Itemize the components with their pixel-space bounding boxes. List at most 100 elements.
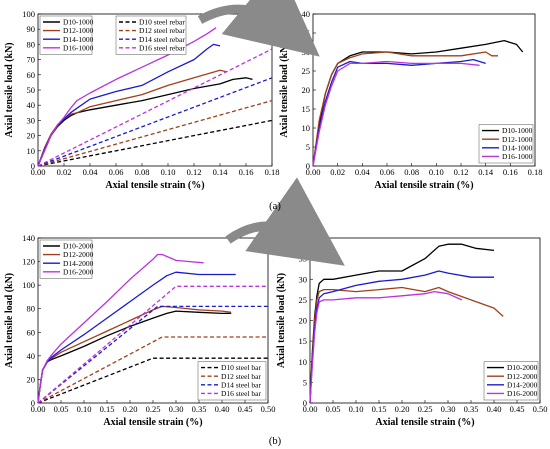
legend-entry: D14-1000 bbox=[63, 35, 94, 44]
legend-entry: D10-2000 bbox=[507, 363, 538, 372]
y-tick-label: 80 bbox=[27, 39, 36, 49]
series-line-d12-steel-bar bbox=[37, 336, 268, 404]
x-tick-label: 0.16 bbox=[503, 167, 518, 177]
series-line-d10-steel-bar bbox=[37, 357, 268, 404]
y-tick-label: 100 bbox=[22, 9, 35, 19]
x-tick-label: 0.04 bbox=[83, 167, 99, 177]
x-tick-label: 0.45 bbox=[238, 404, 253, 414]
y-axis-label: Axial tensile load (kN) bbox=[4, 42, 15, 137]
legend-entry: D16 steel bar bbox=[221, 389, 261, 398]
x-tick-label: 0.18 bbox=[265, 167, 280, 177]
x-tick-label: 0.50 bbox=[261, 404, 276, 414]
legend-entry: D16 steel rebar bbox=[139, 43, 185, 52]
x-tick-label: 0.40 bbox=[215, 404, 230, 414]
x-tick-label: 0.30 bbox=[441, 404, 456, 414]
x-tick-label: 0.35 bbox=[192, 404, 207, 414]
series-line-d10-steel-rebar bbox=[37, 119, 273, 167]
legend-entry: D10-2000 bbox=[63, 242, 94, 251]
legend-entry: D10 steel bar bbox=[221, 363, 261, 372]
series-line-d16-1000 bbox=[37, 27, 217, 167]
x-tick-label: 0.30 bbox=[169, 404, 184, 414]
y-tick-label: 15 bbox=[302, 104, 311, 114]
y-tick-label: 20 bbox=[27, 374, 36, 384]
y-tick-label: 20 bbox=[302, 85, 311, 95]
x-tick-label: 0.00 bbox=[303, 404, 318, 414]
transition-arrow-b bbox=[225, 177, 345, 266]
series-line-d12-1000 bbox=[312, 51, 498, 167]
y-tick-label: 25 bbox=[302, 66, 311, 76]
y-tick-label: 35 bbox=[299, 254, 308, 264]
x-tick-label: 0.20 bbox=[123, 404, 138, 414]
series-line-d12-1000 bbox=[37, 69, 227, 167]
y-tick-label: 30 bbox=[299, 274, 308, 284]
x-axis-label: Axial tensile strain (%) bbox=[103, 417, 202, 428]
y-tick-label: 120 bbox=[22, 257, 35, 267]
x-tick-label: 0.40 bbox=[487, 404, 502, 414]
legend-entry: D14 steel rebar bbox=[139, 35, 185, 44]
legend-entry: D14-1000 bbox=[502, 143, 533, 152]
y-axis-label: Axial tensile load (kN) bbox=[279, 42, 290, 137]
x-tick-label: 0.08 bbox=[404, 167, 419, 177]
series-line-d14-steel-rebar bbox=[37, 77, 273, 167]
x-tick-label: 0.12 bbox=[187, 167, 202, 177]
series-line-d10-1000 bbox=[37, 77, 253, 167]
x-tick-label: 0.04 bbox=[355, 167, 371, 177]
legend-entry: D12-1000 bbox=[63, 26, 94, 35]
y-tick-label: 40 bbox=[302, 9, 311, 19]
legend-entry: D10 steel rebar bbox=[139, 18, 185, 27]
series-line-d16-2000 bbox=[309, 290, 463, 404]
y-tick-label: 140 bbox=[22, 233, 35, 243]
x-tick-label: 0.18 bbox=[528, 167, 543, 177]
y-tick-label: 60 bbox=[27, 327, 36, 337]
legend-entry: D10-1000 bbox=[63, 18, 94, 27]
legend-entry: D16-1000 bbox=[502, 152, 533, 161]
y-tick-label: 0 bbox=[306, 161, 310, 171]
series-line-d14-2000 bbox=[309, 270, 494, 404]
y-axis-label: Axial tensile load (kN) bbox=[4, 273, 15, 368]
x-tick-label: 0.10 bbox=[349, 404, 364, 414]
x-tick-label: 0.50 bbox=[533, 404, 548, 414]
y-tick-label: 5 bbox=[303, 377, 307, 387]
y-tick-label: 5 bbox=[306, 142, 310, 152]
x-tick-label: 0.14 bbox=[213, 167, 229, 177]
series-line-d10-2000 bbox=[309, 243, 495, 404]
legend-entry: D14 steel bar bbox=[221, 380, 261, 389]
x-tick-label: 0.12 bbox=[454, 167, 469, 177]
legend-entry: D16-2000 bbox=[63, 267, 94, 276]
legend-entry: D12 steel rebar bbox=[139, 26, 185, 35]
legend-entry: D14-2000 bbox=[507, 380, 538, 389]
y-tick-label: 40 bbox=[27, 351, 36, 361]
legend-entry: D14-2000 bbox=[63, 259, 94, 268]
x-tick-label: 0.05 bbox=[326, 404, 341, 414]
y-tick-label: 35 bbox=[302, 28, 311, 38]
y-tick-label: 30 bbox=[27, 115, 36, 125]
y-tick-label: 80 bbox=[27, 304, 36, 314]
chart-a-left: 0.00 0.02 0.04 0.06 0.08 0.10 0.12 0.14 0.16 0.18… bbox=[4, 9, 279, 191]
y-tick-label: 70 bbox=[27, 55, 36, 65]
x-tick-label: 0.05 bbox=[54, 404, 69, 414]
x-tick-label: 0.02 bbox=[57, 167, 72, 177]
y-tick-label: 50 bbox=[27, 85, 36, 95]
x-axis-label: Axial tensile strain (%) bbox=[375, 417, 474, 428]
legend-entry: D16-1000 bbox=[63, 43, 94, 52]
y-tick-label: 10 bbox=[299, 357, 308, 367]
x-tick-label: 0.14 bbox=[478, 167, 494, 177]
x-tick-label: 0.00 bbox=[31, 404, 46, 414]
x-tick-label: 0.08 bbox=[135, 167, 150, 177]
x-tick-label: 0.10 bbox=[429, 167, 444, 177]
chart-b-left: 0.00 0.05 0.10 0.15 0.20 0.25 0.30 0.35 0.40 0.45… bbox=[4, 233, 275, 428]
x-tick-label: 0.16 bbox=[239, 167, 254, 177]
series-line-d16-2000 bbox=[37, 253, 204, 404]
y-tick-label: 30 bbox=[302, 47, 311, 57]
y-tick-label: 20 bbox=[27, 131, 36, 141]
legend-entry: D12-2000 bbox=[507, 372, 538, 381]
x-tick-label: 0.25 bbox=[146, 404, 161, 414]
x-tick-label: 0.10 bbox=[77, 404, 92, 414]
y-tick-label: 40 bbox=[27, 100, 36, 110]
